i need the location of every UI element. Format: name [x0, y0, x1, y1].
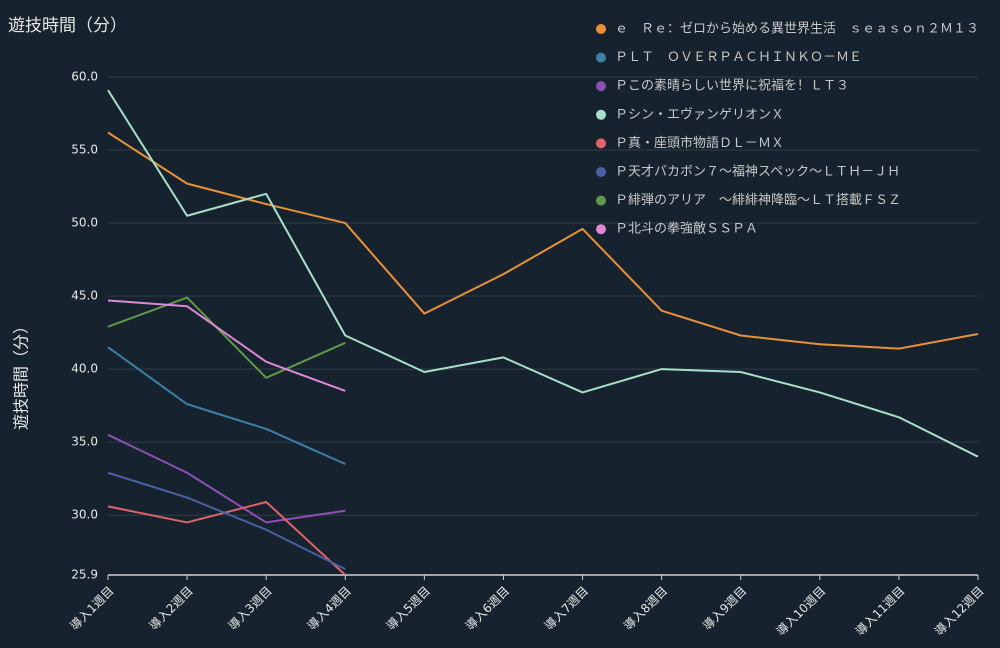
legend-label: Ｐこの素晴らしい世界に祝福を！ＬＴ３ — [615, 79, 849, 94]
legend-marker — [596, 224, 606, 235]
y-tick-label: 55.0 — [71, 143, 98, 157]
legend-marker — [596, 195, 606, 206]
legend-marker — [596, 81, 606, 92]
y-tick-label: 40.0 — [71, 362, 98, 376]
series-line — [107, 471, 346, 571]
series-line — [107, 500, 346, 575]
legend-label: Ｐ緋弾のアリア ～緋緋神降臨～ＬＴ搭載ＦＳＺ — [615, 192, 901, 208]
series-line — [107, 296, 346, 379]
y-tick-label: 30.0 — [71, 508, 98, 522]
legend-marker — [596, 24, 606, 34]
legend-marker — [596, 138, 606, 149]
series-line — [107, 346, 346, 465]
legend-label: Ｐ真・座頭市物語ＤＬ－ＭＸ — [615, 135, 784, 151]
chart-title: 遊技時間（分） — [8, 16, 127, 36]
series-line — [107, 131, 979, 350]
y-tick-label: 25.9 — [71, 568, 98, 582]
series-line — [107, 433, 346, 524]
y-tick-label: 60.0 — [71, 70, 98, 84]
legend-label: ｅ Ｒｅ：ゼロから始める異世界生活 ｓｅａｓｏｎ２Ｍ１３ — [615, 22, 979, 37]
legend-label: Ｐシン・エヴァンゲリオンＸ — [615, 106, 784, 122]
plot-lines — [107, 89, 979, 575]
legend-label: Ｐ天才バカボン７～福神スペック～ＬＴＨ－ＪＨ — [615, 165, 900, 180]
legend-marker — [596, 109, 606, 120]
legend-marker — [596, 167, 606, 177]
series-line — [107, 89, 979, 458]
legend-label: ＰＬＴ ＯＶＥＲＰＡＣＨＩＮＫＯ－ＭＥ — [615, 50, 862, 65]
series-line — [107, 299, 346, 392]
legend-label: Ｐ北斗の拳強敵ＳＳＰＡ — [615, 221, 758, 237]
y-tick-label: 35.0 — [71, 435, 98, 449]
legend-marker — [596, 52, 606, 63]
y-axis-label: 遊技時間（分） — [12, 318, 31, 430]
y-tick-label: 50.0 — [71, 216, 98, 230]
y-tick-label: 45.0 — [71, 289, 98, 303]
